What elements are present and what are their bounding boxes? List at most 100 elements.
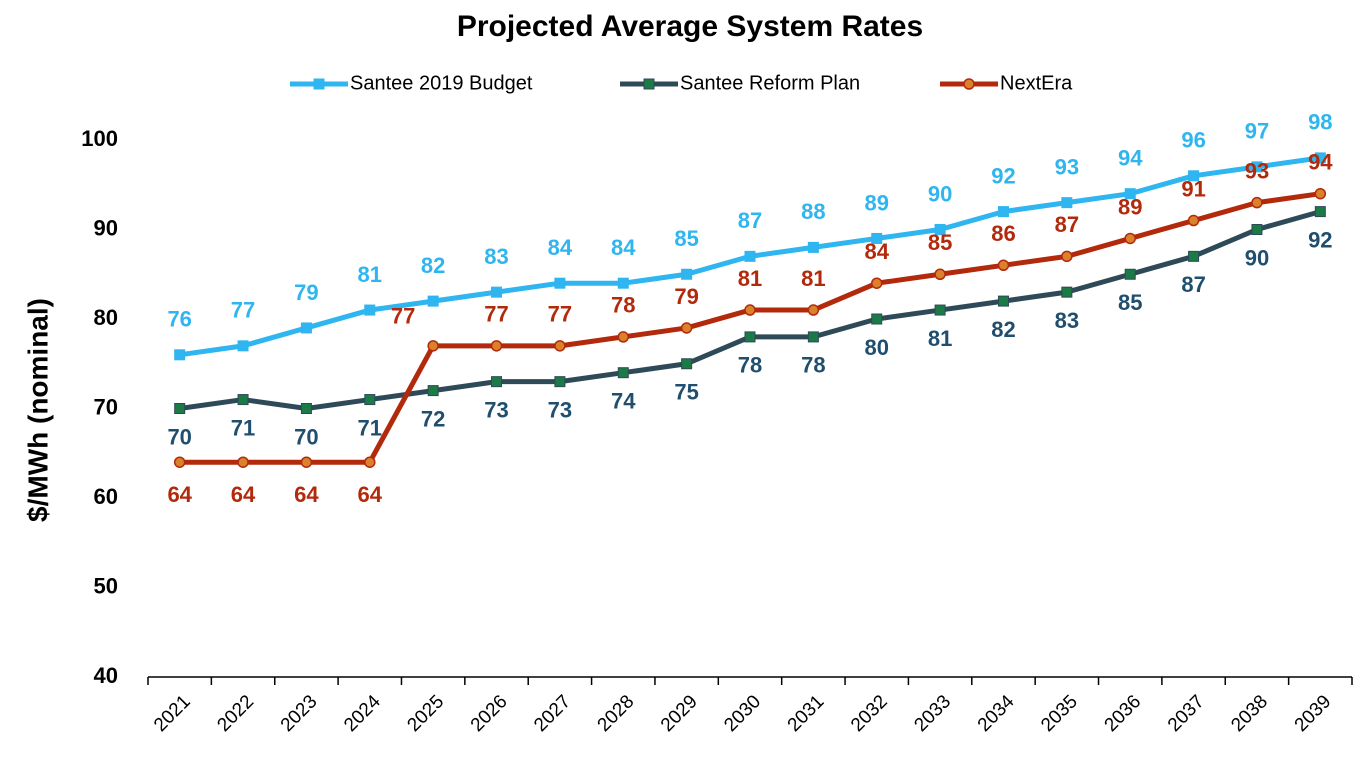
data-label: 85 <box>1118 290 1142 315</box>
data-point <box>681 268 693 280</box>
data-point <box>1061 197 1073 209</box>
legend-marker <box>313 78 325 90</box>
data-label: 89 <box>1118 194 1142 219</box>
data-label: 85 <box>674 226 698 251</box>
data-label: 70 <box>167 424 191 449</box>
x-tick-label: 2026 <box>467 691 512 736</box>
y-tick-label: 70 <box>94 394 118 419</box>
data-label: 77 <box>391 304 415 329</box>
data-label: 91 <box>1181 176 1205 201</box>
data-label: 74 <box>611 389 636 414</box>
data-point <box>807 304 820 316</box>
data-point <box>237 456 249 468</box>
data-point <box>871 313 883 325</box>
series-line <box>179 191 1321 465</box>
data-point <box>1061 250 1073 263</box>
data-point <box>1124 188 1136 200</box>
data-label: 83 <box>484 244 508 269</box>
data-point <box>1061 286 1073 298</box>
data-label: 64 <box>167 482 192 507</box>
x-tick-label: 2025 <box>403 691 448 736</box>
data-label: 84 <box>548 235 573 260</box>
data-point <box>807 331 819 343</box>
data-label: 87 <box>1055 212 1079 237</box>
data-point <box>997 206 1009 218</box>
data-point <box>1251 161 1263 173</box>
data-label: 97 <box>1245 119 1269 144</box>
x-tick-label: 2034 <box>974 691 1019 736</box>
data-label: 96 <box>1181 128 1205 153</box>
data-label: 87 <box>1181 272 1205 297</box>
data-label: 83 <box>1055 308 1079 333</box>
data-label: 80 <box>864 335 888 360</box>
data-point <box>364 394 376 406</box>
data-point <box>1124 232 1136 245</box>
data-label: 81 <box>928 326 952 351</box>
data-point <box>1187 214 1200 227</box>
data-point <box>934 304 946 316</box>
data-point <box>554 376 566 388</box>
data-label: 94 <box>1118 146 1143 171</box>
data-point <box>681 358 693 370</box>
x-tick-label: 2028 <box>594 691 639 736</box>
data-label: 77 <box>484 302 508 327</box>
data-label: 87 <box>738 208 762 233</box>
data-point <box>870 277 883 289</box>
chart-title: Projected Average System Rates <box>457 10 923 43</box>
data-point <box>1314 206 1326 218</box>
data-label: 90 <box>1245 245 1269 270</box>
data-label: 78 <box>801 353 825 378</box>
x-tick-label: 2039 <box>1291 691 1336 736</box>
data-label: 85 <box>928 230 952 255</box>
data-label: 89 <box>864 190 888 215</box>
data-point <box>490 340 503 352</box>
data-label: 93 <box>1055 154 1079 179</box>
data-point <box>554 277 566 289</box>
data-point <box>237 394 249 406</box>
data-point <box>617 367 629 379</box>
x-tick-label: 2030 <box>720 691 765 736</box>
y-tick-label: 60 <box>94 484 118 509</box>
data-label: 81 <box>801 266 825 291</box>
data-point <box>174 403 186 414</box>
data-point <box>680 322 693 334</box>
x-tick-label: 2035 <box>1037 691 1082 736</box>
data-point <box>1251 196 1263 209</box>
data-point <box>934 224 946 235</box>
data-point <box>1251 224 1263 235</box>
data-point <box>1314 187 1327 200</box>
data-point <box>300 456 313 468</box>
data-label: 76 <box>167 307 191 332</box>
data-point <box>173 456 186 468</box>
data-label: 86 <box>991 221 1015 246</box>
data-label: 93 <box>1245 158 1269 183</box>
data-point <box>1188 250 1200 262</box>
data-label: 75 <box>674 380 698 405</box>
data-label: 84 <box>864 239 889 264</box>
data-point <box>491 286 503 298</box>
x-tick-label: 2036 <box>1101 691 1146 736</box>
legend-label: Santee 2019 Budget <box>350 72 533 94</box>
data-point <box>427 295 439 307</box>
data-label: 79 <box>674 284 698 309</box>
data-label: 81 <box>358 262 382 287</box>
data-label: 64 <box>231 482 256 507</box>
data-point <box>744 304 756 316</box>
data-label: 98 <box>1308 110 1332 135</box>
data-point <box>364 456 376 468</box>
y-tick-label: 100 <box>81 126 118 151</box>
legend-marker <box>963 78 975 90</box>
data-label: 94 <box>1308 150 1333 175</box>
data-point <box>491 376 503 388</box>
data-label: 78 <box>738 353 762 378</box>
data-point <box>617 277 629 289</box>
y-tick-label: 80 <box>94 305 118 330</box>
y-axis-label: $/MWh (nominal) <box>22 298 53 522</box>
x-tick-label: 2029 <box>657 691 702 736</box>
data-point <box>934 268 946 280</box>
data-label: 73 <box>548 397 572 422</box>
data-point <box>174 349 186 361</box>
data-label: 64 <box>358 482 383 507</box>
x-tick-label: 2032 <box>847 691 892 736</box>
